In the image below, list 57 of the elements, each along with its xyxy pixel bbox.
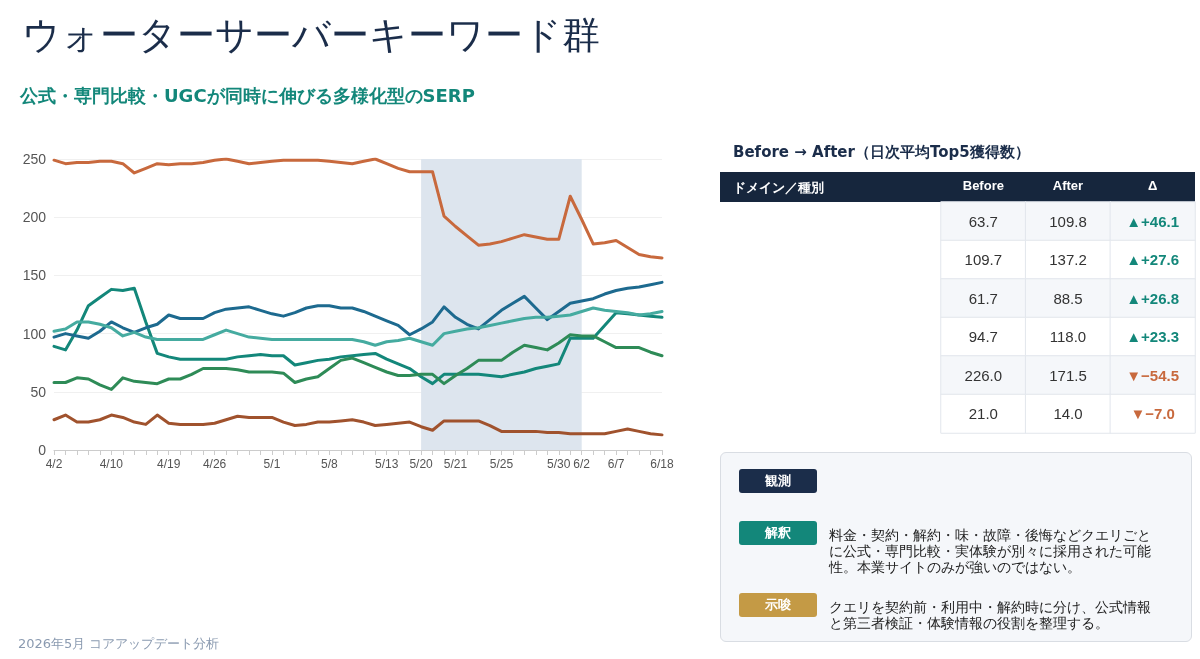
x-tick-label: Before [962,178,1004,193]
data-label: 14.0 [1053,405,1083,423]
data-label: 226.0 [964,366,1003,384]
line-series [52,280,664,340]
line-series [52,333,664,391]
data-label: ▲+27.6 [1126,251,1180,269]
category-label: 解釈 [739,521,817,545]
data-label: 21.0 [968,405,998,423]
text: クエリを契約前・利用中・解約時に分け、公式情報と第三者検証・体験情報の役割を整理する。 [829,599,1152,631]
text: 料金・契約・解約・味・故障・後悔などクエリごとに公式・専門比較・実体験が別々に採用された可能性。本業サイトのみが強いのではない。 [829,527,1152,575]
data-label: ▼−7.0 [1130,405,1175,423]
x-tick-label: 5/1 [263,457,281,471]
x-tick-label: After [1052,178,1084,193]
data-label: 137.2 [1049,251,1087,269]
x-tick-label: Δ [1147,178,1158,193]
data-label: ▲+46.1 [1126,212,1180,230]
x-tick-label: 5/25 [489,457,514,471]
x-tick-label: 4/26 [202,457,227,471]
category-label: 示唆 [739,593,817,617]
chart-title: ウォーターサーバーキーワード群 [22,12,600,59]
line-series [52,157,664,260]
line-series [52,286,664,386]
y-tick-label: 250 [22,151,47,167]
line-series [52,306,664,347]
data-label: ▲+23.3 [1126,328,1180,346]
x-tick-label: 5/30 [547,457,571,471]
data-label: 109.7 [964,251,1003,269]
x-tick-label: 5/13 [375,457,399,471]
y-tick-label: 0 [38,442,47,458]
x-tick-label: 5/8 [320,457,338,471]
x-tick-label: 5/21 [443,457,468,471]
y-tick-label: 100 [22,325,47,342]
y-tick-label: 200 [22,209,47,226]
x-tick-label: 5/20 [409,457,434,471]
chart-subtitle: 公式・専門比較・UGCが同時に伸びる多様化型のSERP [20,84,475,108]
data-label: 171.5 [1049,366,1087,384]
x-tick-label: 4/10 [99,457,124,471]
text: 2026年5月 コアアップデート分析 [18,635,220,653]
category-label: 観測 [739,469,817,493]
y-axis-title: ドメイン／種別 [733,179,824,197]
y-tick-label: 150 [22,267,47,284]
chart-title: Before → After（日次平均Top5獲得数） [733,143,1030,162]
data-label: 118.0 [1049,328,1087,346]
x-tick-label: 6/18 [650,457,674,471]
data-label: 109.8 [1049,212,1087,230]
data-label: 94.7 [968,328,998,346]
data-label: 88.5 [1053,289,1083,307]
data-label: ▲+26.8 [1126,289,1180,307]
x-tick-label: 6/2 [573,457,591,471]
y-tick-label: 50 [30,383,47,400]
x-tick-label: 4/2 [45,457,63,471]
line-series [52,413,664,437]
x-tick-label: 4/19 [157,457,181,471]
x-tick-label: 6/7 [607,457,625,471]
data-label: 61.7 [968,289,998,307]
data-label: ▼−54.5 [1126,366,1180,384]
data-label: 63.7 [968,212,998,230]
